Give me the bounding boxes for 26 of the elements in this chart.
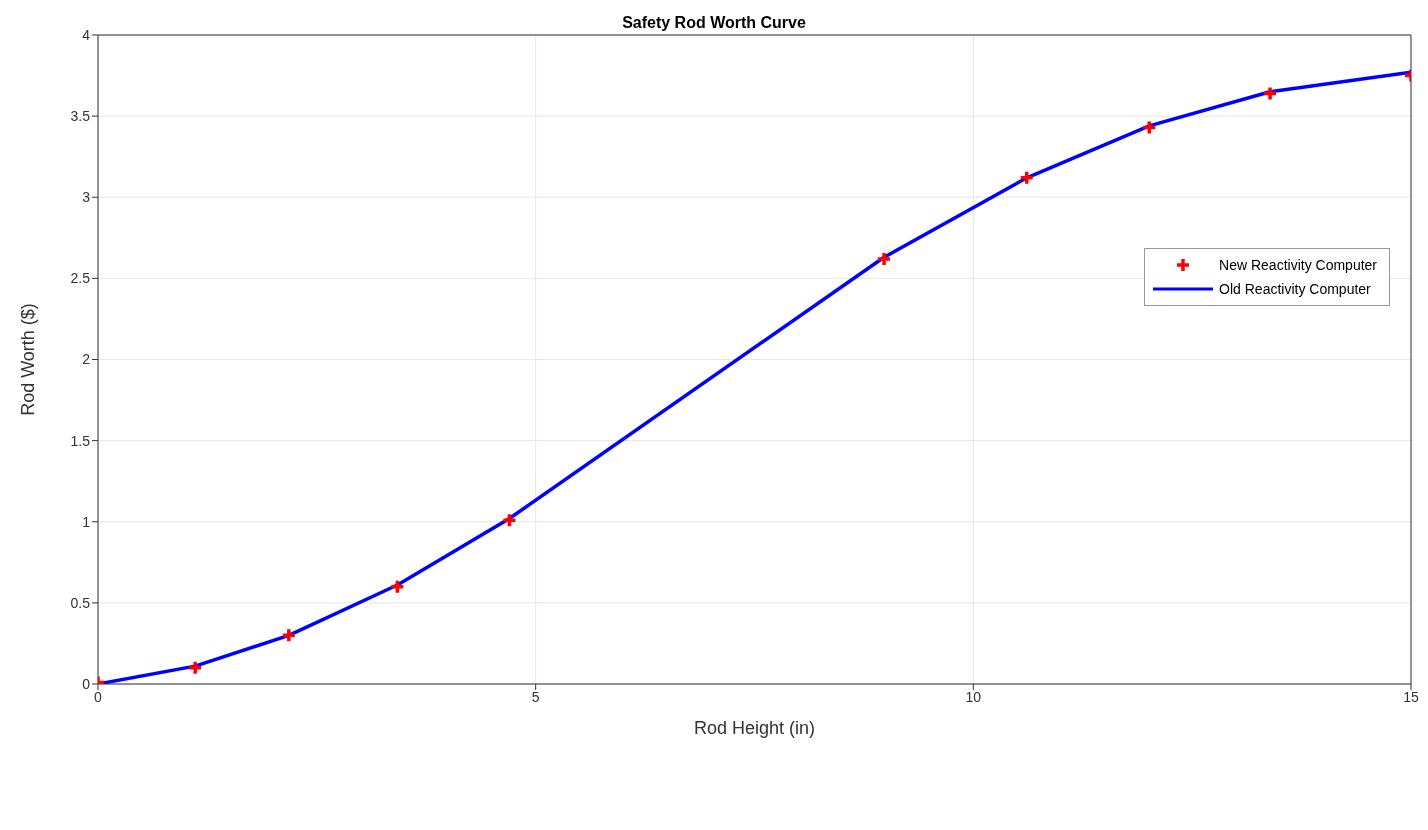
y-tick-label: 3.5 bbox=[70, 108, 91, 125]
y-tick-label: 1 bbox=[82, 513, 91, 530]
y-tick-label: 2 bbox=[82, 351, 91, 368]
legend-label: Old Reactivity Computer bbox=[1219, 281, 1371, 297]
chart-title: Safety Rod Worth Curve bbox=[622, 14, 806, 31]
point bbox=[187, 660, 203, 676]
y-tick-label: 1.5 bbox=[70, 432, 91, 449]
point bbox=[501, 512, 518, 528]
y-tick-label: 3 bbox=[82, 189, 91, 206]
y-tick-label: 0.5 bbox=[70, 594, 91, 611]
y-axis-title: Rod Worth ($) bbox=[18, 303, 39, 416]
point bbox=[281, 627, 297, 644]
y-tick-label: 4 bbox=[82, 26, 91, 43]
point bbox=[876, 251, 892, 267]
x-axis-title: Rod Height (in) bbox=[693, 718, 816, 738]
x-tick-label: 10 bbox=[965, 688, 982, 705]
x-tick-label: 0 bbox=[94, 688, 103, 705]
y-tick-label: 0 bbox=[82, 675, 91, 692]
y-tick-label: 2.5 bbox=[70, 270, 91, 287]
x-tick-label: 15 bbox=[1403, 688, 1419, 705]
point bbox=[1262, 85, 1278, 102]
point bbox=[1018, 170, 1035, 186]
point bbox=[1141, 119, 1158, 136]
legend-label: New Reactivity Computer bbox=[1219, 257, 1377, 273]
x-tick-label: 5 bbox=[531, 688, 540, 705]
point bbox=[389, 578, 406, 595]
